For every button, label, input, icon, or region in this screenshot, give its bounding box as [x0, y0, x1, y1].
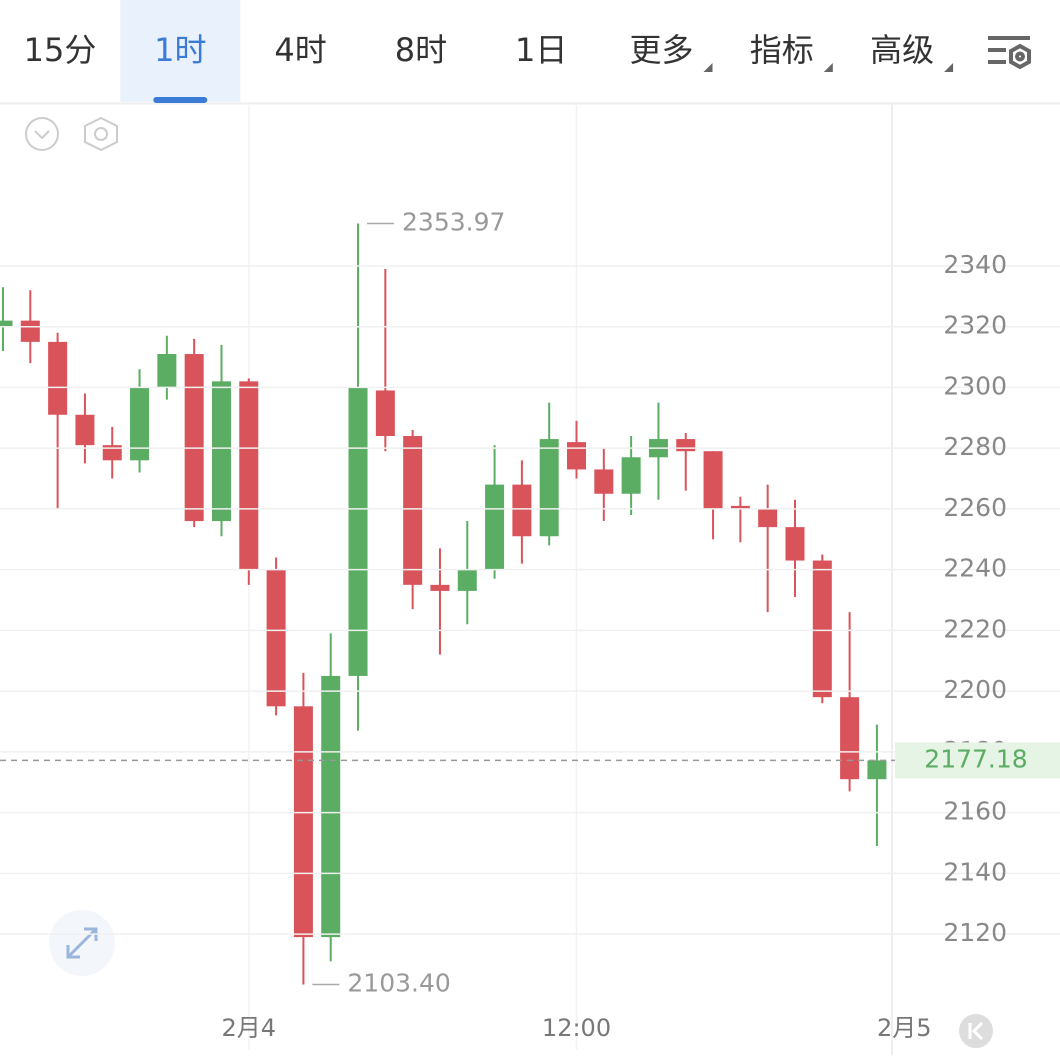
candle-body: [621, 457, 641, 494]
dropdown-arrow: [703, 63, 713, 72]
settings-icon[interactable]: [988, 36, 1031, 70]
tab[interactable]: 1日: [515, 31, 567, 69]
candle-body: [567, 442, 587, 470]
tab[interactable]: 1时: [154, 31, 206, 69]
candle-body: [75, 414, 95, 446]
candle-body: [539, 439, 559, 537]
candle-body: [321, 675, 341, 938]
candle-body: [48, 341, 68, 415]
candle-body: [20, 320, 40, 342]
tab[interactable]: 高级: [870, 31, 934, 69]
y-tick-label: 2200: [943, 675, 1007, 704]
candle-body: [812, 560, 832, 698]
candle-body: [430, 584, 450, 591]
candle-body: [130, 387, 150, 461]
tab-indicator: [153, 97, 208, 103]
y-tick-label: 2220: [943, 614, 1007, 643]
candle-body: [840, 697, 860, 780]
candle-body: [485, 484, 505, 570]
tab[interactable]: 4时: [274, 31, 326, 69]
candle-body: [758, 508, 778, 528]
settings-hex-center: [94, 127, 108, 141]
y-tick-label: 2280: [943, 432, 1007, 461]
y-tick-label: 2120: [943, 918, 1007, 947]
candle-body: [348, 387, 368, 676]
annotation-label: 2103.40: [347, 968, 450, 997]
y-tick-label: 2240: [943, 554, 1007, 583]
candle-body: [0, 320, 13, 327]
candle-body: [867, 760, 887, 780]
candle-body: [703, 451, 723, 509]
dropdown-arrow: [823, 63, 833, 72]
last-price-label: 2177.18: [924, 744, 1027, 773]
x-tick-label: 2月4: [222, 1014, 277, 1042]
annotation-label: 2353.97: [402, 208, 505, 237]
tab-selected-bg: [120, 0, 241, 102]
last-price-bg: [895, 742, 1060, 779]
y-tick-label: 2300: [943, 371, 1007, 400]
plot: [0, 105, 887, 1050]
tab[interactable]: 15分: [24, 31, 97, 69]
y-tick-label: 2340: [943, 250, 1007, 279]
candle-body: [594, 469, 614, 494]
candle-body: [102, 445, 122, 461]
candle-body: [266, 569, 286, 707]
candle-body: [730, 505, 750, 509]
candle-body: [239, 381, 259, 570]
candle-body: [293, 706, 313, 938]
y-tick-label: 2260: [943, 493, 1007, 522]
candle-body: [676, 439, 696, 452]
settings-hex-icon[interactable]: [84, 116, 118, 152]
candle-body: [157, 354, 177, 388]
candle-body: [375, 390, 395, 437]
tab[interactable]: 8时: [395, 31, 447, 69]
x-tick-label: 2月5: [877, 1014, 932, 1042]
x-tick-label: 12:00: [542, 1014, 611, 1042]
candle-body: [785, 527, 805, 561]
collapse-chevron: [34, 130, 50, 140]
candle-body: [403, 436, 423, 585]
collapse-icon[interactable]: [25, 117, 59, 151]
candle-body: [184, 354, 204, 522]
y-tick-label: 2320: [943, 311, 1007, 340]
y-tick-label: 2160: [943, 797, 1007, 826]
latest-icon: [968, 1021, 984, 1041]
candle-body: [512, 484, 532, 537]
tab[interactable]: 指标: [750, 31, 814, 69]
candle-body: [211, 381, 231, 522]
y-tick-label: 2140: [943, 857, 1007, 886]
dropdown-arrow: [944, 63, 954, 72]
candle-body: [457, 569, 477, 591]
tab[interactable]: 更多: [629, 31, 693, 69]
